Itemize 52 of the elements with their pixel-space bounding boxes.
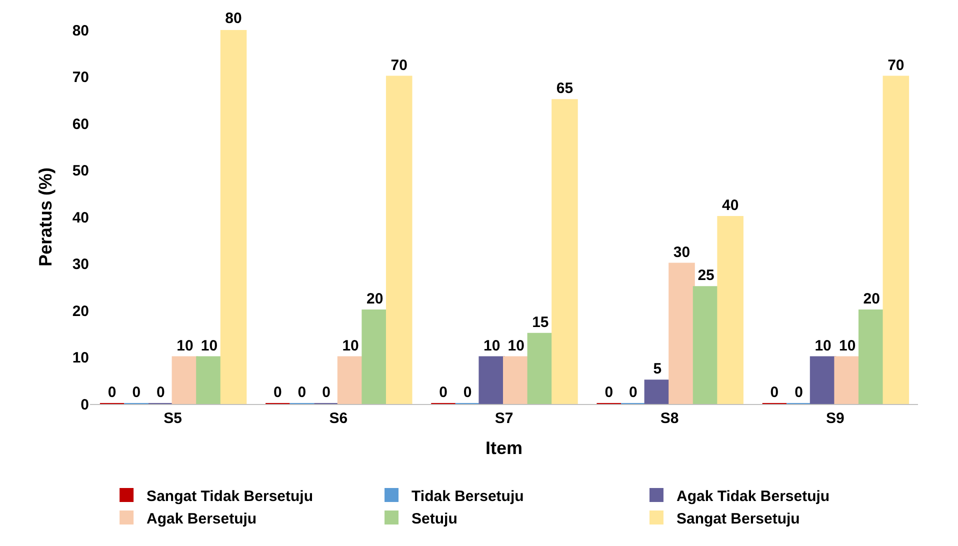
data-label: 10: [176, 337, 194, 354]
legend-label: Setuju: [412, 510, 458, 528]
data-label: 10: [814, 337, 832, 354]
data-label: 10: [484, 337, 500, 354]
data-label: 10: [342, 337, 359, 354]
data-label: 70: [888, 56, 904, 74]
data-label: 0: [439, 384, 448, 401]
data-label: 0: [604, 384, 614, 401]
data-label: 0: [322, 384, 330, 401]
legend-label: Agak Tidak Bersetuju: [676, 488, 830, 505]
data-label: 10: [508, 337, 524, 354]
data-label: 0: [794, 384, 803, 401]
data-label: 25: [698, 267, 714, 284]
x-tick-label: S8: [660, 410, 679, 427]
data-label: 20: [366, 290, 384, 308]
data-label: 0: [628, 384, 638, 401]
data-label: 20: [863, 290, 880, 308]
data-label: 70: [390, 56, 408, 74]
data-label: 10: [200, 337, 218, 354]
data-label: 0: [132, 384, 141, 401]
data-label: 0: [274, 384, 282, 401]
y-tick-label: 10: [72, 350, 89, 366]
data-label: 0: [108, 384, 116, 401]
y-tick-label: 30: [72, 256, 89, 273]
y-tick-label: 40: [72, 209, 89, 226]
y-tick-label: 70: [72, 69, 89, 86]
legend-label: Agak Bersetuju: [146, 510, 257, 528]
data-label: 65: [556, 80, 574, 98]
legend-label: Sangat Tidak Bersetuju: [146, 488, 313, 505]
y-tick-label: 50: [72, 162, 89, 180]
data-label: 15: [532, 314, 549, 331]
data-label: 40: [722, 197, 739, 214]
y-tick-label: 80: [72, 22, 89, 40]
data-label: 10: [839, 337, 856, 354]
data-label: 0: [156, 384, 165, 401]
data-label: 0: [770, 384, 779, 401]
y-tick-label: 20: [72, 302, 89, 320]
x-axis-title: Item: [485, 438, 523, 458]
x-tick-label: S6: [329, 410, 348, 427]
legend-label: Tidak Bersetuju: [412, 488, 524, 505]
x-tick-label: S5: [164, 410, 182, 427]
y-tick-label: 60: [72, 116, 89, 133]
x-tick-label: S9: [826, 410, 844, 427]
data-label: 0: [298, 384, 306, 401]
x-tick-label: S7: [494, 410, 514, 427]
legend-label: Sangat Bersetuju: [676, 510, 800, 528]
y-tick-label: 0: [80, 396, 89, 414]
data-label: 80: [225, 10, 242, 27]
data-label: 0: [463, 384, 472, 401]
data-label: 30: [673, 244, 690, 261]
data-label: 5: [653, 360, 662, 378]
y-axis-title: Peratus (%): [36, 167, 56, 267]
